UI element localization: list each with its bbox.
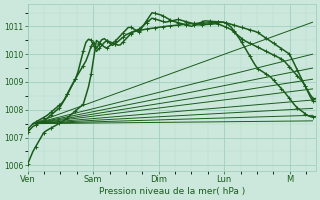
X-axis label: Pression niveau de la mer( hPa ): Pression niveau de la mer( hPa ) xyxy=(99,187,245,196)
